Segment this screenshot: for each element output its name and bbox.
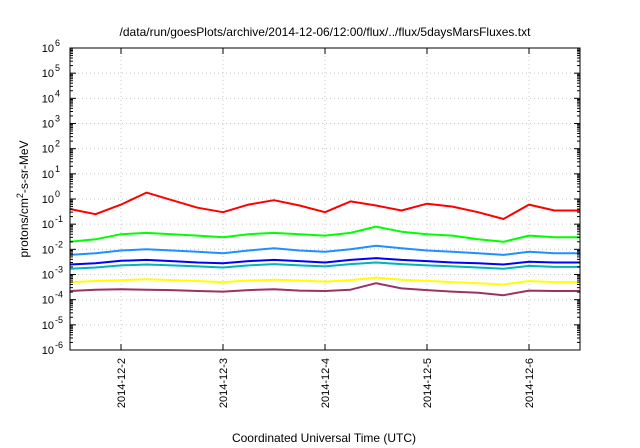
y-tick-label: 100 bbox=[42, 189, 60, 206]
series-line-6 bbox=[69, 276, 580, 286]
y-tick-label: 10-3 bbox=[42, 265, 63, 282]
ticks bbox=[70, 47, 580, 351]
x-tick-label: 2014-12-5 bbox=[422, 358, 434, 408]
y-tick-label: 101 bbox=[42, 164, 60, 181]
series-line-7 bbox=[69, 282, 580, 297]
y-tick-label: 106 bbox=[42, 38, 60, 55]
y-tick-label: 10-1 bbox=[42, 214, 63, 231]
series-line-3 bbox=[69, 244, 580, 256]
x-axis-label: Coordinated Universal Time (UTC) bbox=[232, 431, 416, 445]
y-tick-label: 10-6 bbox=[42, 340, 63, 357]
x-tick-label: 2014-12-4 bbox=[320, 358, 332, 408]
series-line-5 bbox=[69, 261, 580, 270]
y-tick-label: 104 bbox=[42, 88, 60, 105]
x-tick-labels: 2014-12-2 2014-12-3 2014-12-4 2014-12-5 2014… bbox=[116, 358, 536, 408]
x-tick-label: 2014-12-6 bbox=[524, 358, 536, 408]
series-line-1 bbox=[69, 191, 580, 220]
y-tick-label: 103 bbox=[42, 114, 60, 131]
y-tick-label: 105 bbox=[42, 63, 60, 80]
y-tick-label: 10-4 bbox=[42, 290, 63, 307]
series-line-4 bbox=[69, 257, 580, 266]
x-tick-label: 2014-12-3 bbox=[218, 358, 230, 408]
x-tick-label: 2014-12-2 bbox=[116, 358, 128, 408]
y-axis-label: protons/cm2-s-sr-MeV bbox=[15, 140, 31, 257]
chart-title: /data/run/goesPlots/archive/2014-12-06/1… bbox=[120, 25, 532, 39]
series-group bbox=[69, 191, 580, 297]
y-tick-label: 10-2 bbox=[42, 239, 63, 256]
series-line-2 bbox=[69, 225, 580, 243]
grid bbox=[70, 48, 580, 350]
y-tick-label: 102 bbox=[42, 139, 60, 156]
y-tick-label: 10-5 bbox=[42, 315, 63, 332]
y-tick-labels: 10-6 10-5 10-4 10-3 10-2 10-1 100 101 102 103 104 1… bbox=[42, 38, 63, 357]
